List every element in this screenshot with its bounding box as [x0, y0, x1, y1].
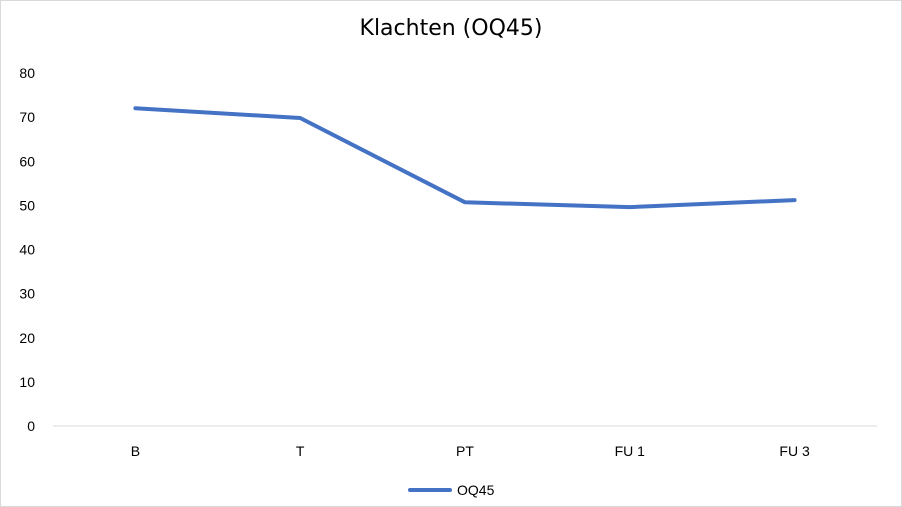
x-axis: B T PT FU 1 FU 3 [53, 425, 877, 459]
legend: OQ45 [408, 482, 495, 498]
x-tick-label: T [296, 443, 305, 459]
y-tick-label: 0 [27, 418, 35, 434]
x-tick-label: FU 1 [615, 443, 646, 459]
chart-title: Klachten (OQ45) [359, 16, 543, 41]
series-line [133, 106, 797, 210]
x-tick-label: PT [456, 443, 474, 459]
legend-label: OQ45 [457, 482, 495, 498]
x-tick-label: B [131, 443, 140, 459]
x-tick-label: FU 3 [779, 443, 810, 459]
y-axis: 0 10 20 30 40 50 60 70 80 [19, 65, 35, 434]
y-tick-label: 10 [19, 374, 35, 390]
y-tick-label: 70 [19, 109, 35, 125]
y-tick-label: 20 [19, 330, 35, 346]
y-tick-label: 50 [19, 197, 35, 213]
y-tick-label: 30 [19, 286, 35, 302]
y-tick-label: 60 [19, 153, 35, 169]
y-tick-label: 80 [19, 65, 35, 81]
y-tick-label: 40 [19, 242, 35, 258]
series-layer [133, 106, 797, 210]
